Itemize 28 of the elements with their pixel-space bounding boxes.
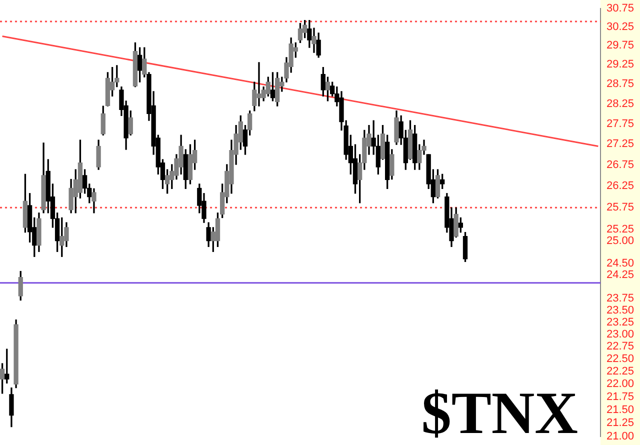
y-tick-label: 21.25 (606, 417, 634, 430)
y-tick-label: 26.75 (606, 158, 634, 171)
y-tick-label: 21.50 (606, 404, 634, 416)
y-tick-label: 24.50 (606, 258, 634, 270)
y-tick-label: 22.75 (606, 340, 634, 353)
y-tick-label: 23.75 (606, 292, 634, 304)
text: $TNX (421, 380, 578, 445)
y-tick-label: 22.25 (606, 366, 634, 378)
y-tick-label: 21.75 (606, 391, 634, 404)
y-tick-label: 30.75 (606, 2, 634, 15)
y-tick-label: 30.25 (606, 21, 634, 34)
y-tick-label: 27.75 (606, 118, 634, 130)
y-tick-label: 28.25 (606, 98, 634, 110)
y-tick-label: 23.50 (606, 304, 634, 316)
y-tick-label: 26.25 (606, 180, 634, 192)
y-tick-label: 25.75 (606, 202, 634, 214)
y-tick-label: 22.00 (606, 378, 634, 390)
y-tick-label: 22.50 (606, 353, 634, 366)
y-tick-label: 23.25 (606, 316, 634, 328)
y-tick-label: 29.75 (606, 40, 634, 52)
y-tick-label: 27.25 (606, 138, 634, 150)
y-tick-label: 29.25 (606, 58, 634, 71)
y-tick-label: 24.25 (606, 269, 634, 282)
y-tick-label: 21.00 (606, 430, 634, 442)
y-tick-label: 25.25 (606, 224, 634, 236)
y-tick-label: 25.00 (606, 234, 634, 247)
y-tick-label: 23.00 (606, 328, 634, 340)
y-tick-label: 28.75 (606, 78, 634, 90)
